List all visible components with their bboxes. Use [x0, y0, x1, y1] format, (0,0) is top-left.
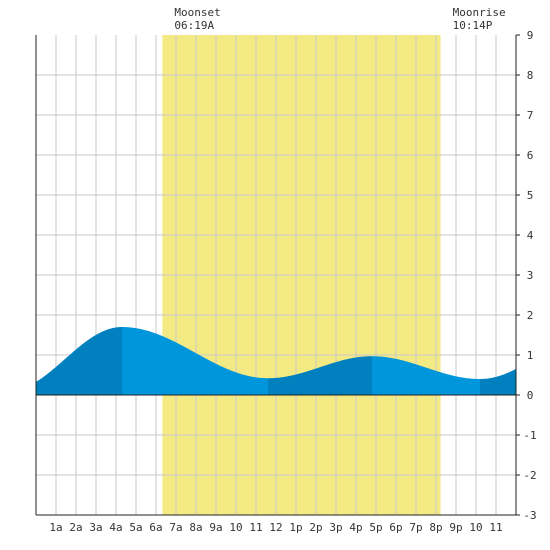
x-tick-label: 5a: [129, 521, 142, 534]
moon-annotation-time: 06:19A: [174, 19, 214, 32]
x-tick-label: 1a: [49, 521, 62, 534]
x-tick-label: 3p: [329, 521, 342, 534]
x-tick-label: 11: [249, 521, 262, 534]
grid-layer: [36, 35, 516, 515]
x-tick-label: 2p: [309, 521, 322, 534]
y-tick-label: -2: [523, 469, 536, 482]
x-tick-label: 10: [469, 521, 482, 534]
x-tick-label: 9a: [209, 521, 222, 534]
x-tick-label: 3a: [89, 521, 102, 534]
tide-area-segment: [268, 356, 372, 395]
tide-area-layer: [36, 327, 516, 395]
tide-area-segment: [372, 356, 480, 395]
moon-annotation-time: 10:14P: [453, 19, 493, 32]
y-tick-labels: -3 -2 -1 0 1 2 3 4 5 6 7 8 9: [516, 29, 537, 522]
x-tick-label: 6p: [389, 521, 402, 534]
x-tick-label: 8a: [189, 521, 202, 534]
tide-area-segment: [480, 368, 516, 395]
y-tick-label: 0: [527, 389, 534, 402]
y-tick-label: -1: [523, 429, 536, 442]
x-tick-label: 4p: [349, 521, 362, 534]
y-tick-label: 1: [527, 349, 534, 362]
x-tick-label: 11: [489, 521, 502, 534]
x-tick-labels: 1a 2a 3a 4a 5a 6a 7a 8a 9a 10 11 12 1p 2p 3p 4p 5p 6p 7p 8p…: [49, 521, 502, 534]
y-tick-label: -3: [523, 509, 536, 522]
y-tick-label: 9: [527, 29, 534, 42]
y-tick-label: 3: [527, 269, 534, 282]
y-tick-label: 8: [527, 69, 534, 82]
x-tick-label: 9p: [449, 521, 462, 534]
x-tick-label: 6a: [149, 521, 162, 534]
x-tick-label: 1p: [289, 521, 302, 534]
x-tick-label: 8p: [429, 521, 442, 534]
x-tick-label: 2a: [69, 521, 82, 534]
x-tick-label: 10: [229, 521, 242, 534]
x-tick-label: 12: [269, 521, 282, 534]
y-tick-label: 2: [527, 309, 534, 322]
x-tick-label: 5p: [369, 521, 382, 534]
y-tick-label: 5: [527, 189, 534, 202]
x-tick-label: 4a: [109, 521, 122, 534]
tide-area-segment: [36, 327, 122, 395]
x-tick-label: 7p: [409, 521, 422, 534]
moon-annotation-title: Moonrise: [453, 6, 506, 19]
y-tick-label: 7: [527, 109, 534, 122]
y-tick-label: 6: [527, 149, 534, 162]
x-tick-label: 7a: [169, 521, 182, 534]
tide-area-segment: [122, 327, 268, 395]
y-tick-label: 4: [527, 229, 534, 242]
moon-annotation-title: Moonset: [174, 6, 220, 19]
